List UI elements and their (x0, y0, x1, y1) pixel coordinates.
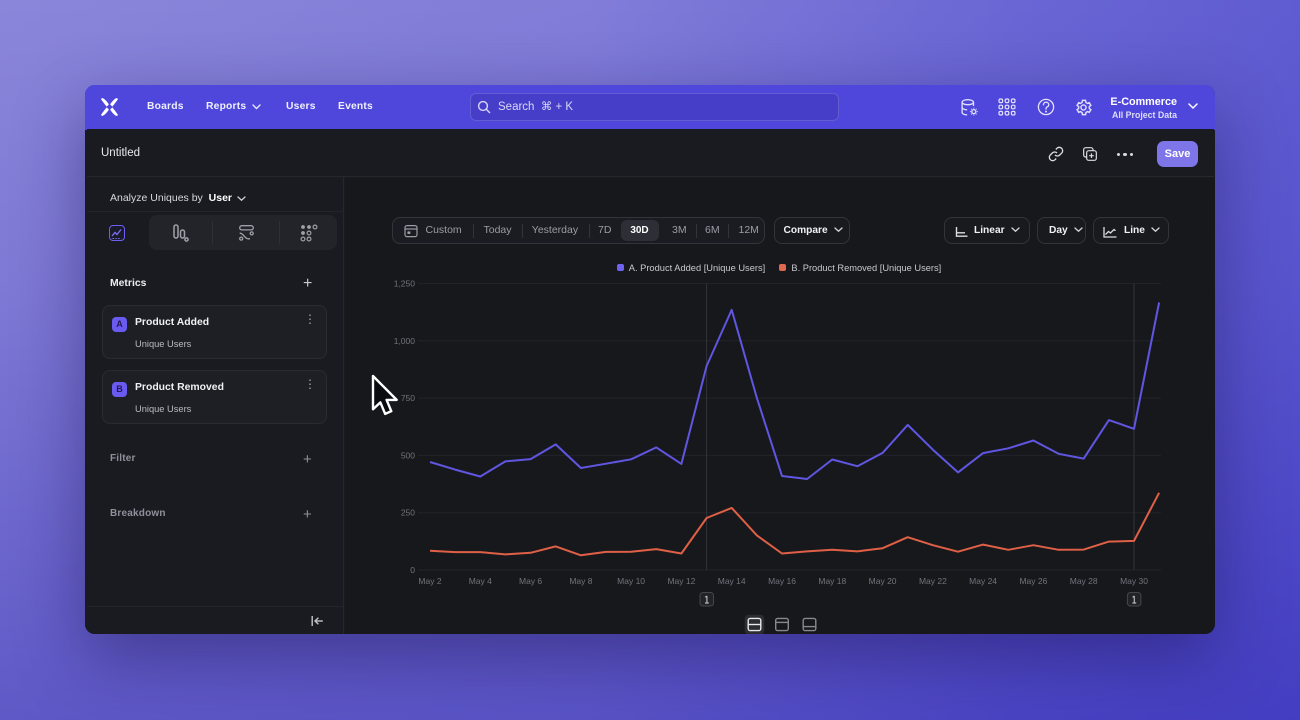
svg-text:0: 0 (410, 565, 415, 575)
svg-text:May 14: May 14 (718, 576, 746, 586)
svg-text:May 16: May 16 (768, 576, 796, 586)
svg-text:May 22: May 22 (919, 576, 947, 586)
svg-text:500: 500 (401, 450, 415, 460)
svg-text:May 26: May 26 (1019, 576, 1047, 586)
svg-text:1,000: 1,000 (394, 336, 416, 346)
svg-text:May 4: May 4 (469, 576, 492, 586)
svg-text:May 30: May 30 (1120, 576, 1148, 586)
svg-text:May 28: May 28 (1070, 576, 1098, 586)
svg-text:May 20: May 20 (869, 576, 897, 586)
svg-text:May 10: May 10 (617, 576, 645, 586)
svg-text:May 6: May 6 (519, 576, 542, 586)
svg-text:May 12: May 12 (667, 576, 695, 586)
svg-text:May 18: May 18 (818, 576, 846, 586)
svg-text:1,250: 1,250 (394, 279, 416, 289)
svg-text:May 8: May 8 (569, 576, 592, 586)
svg-text:May 24: May 24 (969, 576, 997, 586)
svg-text:250: 250 (401, 508, 415, 518)
svg-text:May 2: May 2 (418, 576, 441, 586)
svg-text:750: 750 (401, 393, 415, 403)
